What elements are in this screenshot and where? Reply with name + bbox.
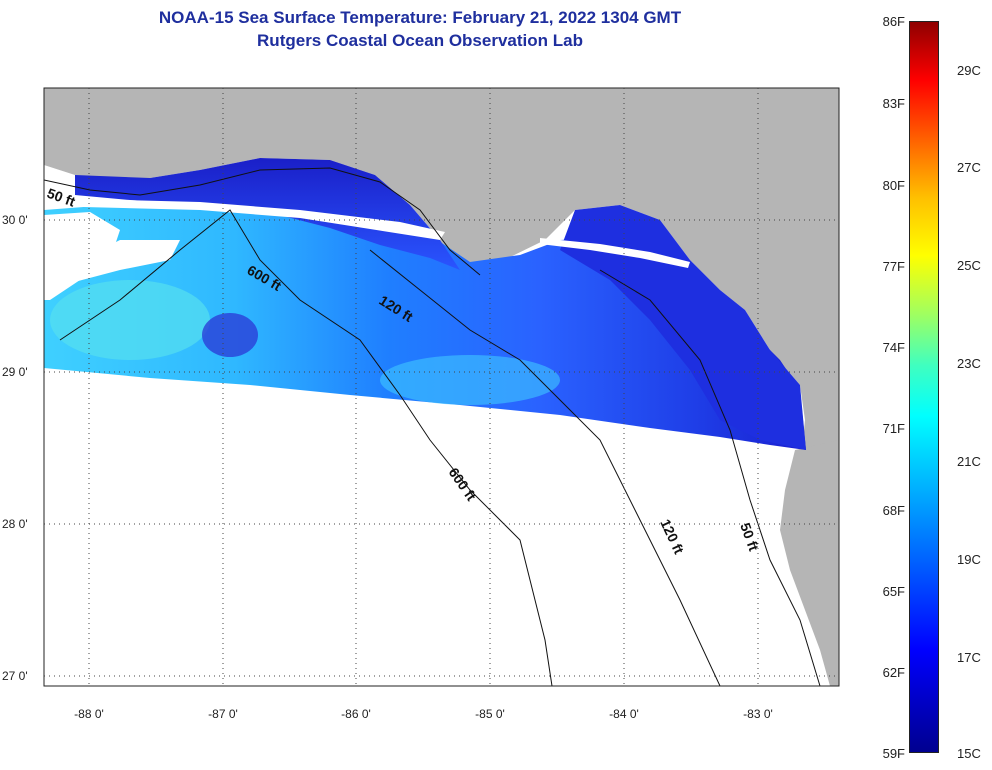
map-title: NOAA-15 Sea Surface Temperature: Februar… xyxy=(158,8,682,27)
peninsula-land xyxy=(780,440,839,686)
sst-bigbend xyxy=(560,205,806,450)
colorbar-f-label: 59F xyxy=(882,746,905,761)
lat-label: 28 0' xyxy=(2,517,28,531)
colorbar-f-label: 71F xyxy=(882,421,905,436)
colorbar-f-label: 74F xyxy=(882,340,905,355)
colorbar-f-label: 65F xyxy=(882,584,905,599)
lon-label: -86 0' xyxy=(341,707,371,721)
colorbar-f-label: 86F xyxy=(882,14,905,29)
temperature-colorbar xyxy=(909,21,939,753)
title-block: NOAA-15 Sea Surface Temperature: Februar… xyxy=(0,6,840,52)
lat-label: 30 0' xyxy=(2,213,28,227)
map-subtitle: Rutgers Coastal Ocean Observation Lab xyxy=(257,31,583,50)
colorbar-c-label: 21C xyxy=(957,454,981,469)
colorbar-f-label: 68F xyxy=(882,503,905,518)
sst-nearshore xyxy=(75,158,460,270)
colorbar-f-label: 83F xyxy=(882,96,905,111)
colorbar-f-label: 62F xyxy=(882,665,905,680)
no-data-stripe-east xyxy=(540,238,690,268)
lon-label: -84 0' xyxy=(609,707,639,721)
land-area xyxy=(44,88,839,540)
lon-label: -83 0' xyxy=(743,707,773,721)
sst-warm-patch xyxy=(50,280,210,360)
colorbar-c-label: 29C xyxy=(957,63,981,78)
colorbar-c-label: 27C xyxy=(957,160,981,175)
colorbar-c-label: 17C xyxy=(957,650,981,665)
cloud-west-2 xyxy=(44,240,180,290)
contour-50ft-west xyxy=(44,167,481,276)
colorbar-f-label: 77F xyxy=(882,259,905,274)
lon-label: -87 0' xyxy=(208,707,238,721)
plot-frame xyxy=(43,87,840,687)
sst-cool-patch xyxy=(202,313,258,357)
contour-600ft xyxy=(59,209,553,686)
sst-warm-patch-2 xyxy=(380,355,560,405)
colorbar-c-label: 23C xyxy=(957,356,981,371)
no-data-stripe-west xyxy=(44,198,445,240)
lon-label: -85 0' xyxy=(475,707,505,721)
colorbar-c-label: 15C xyxy=(957,746,981,761)
lon-label: -88 0' xyxy=(74,707,104,721)
contour-50ft-east xyxy=(599,269,821,686)
lat-labels: 30 0' 29 0' 28 0' 27 0' xyxy=(2,213,28,683)
contour-120ft xyxy=(369,249,721,686)
lon-labels: -88 0' -87 0' -86 0' -85 0' -84 0' -83 0… xyxy=(74,707,773,721)
lat-label: 27 0' xyxy=(2,669,28,683)
colorbar-f-label: 80F xyxy=(882,178,905,193)
colorbar-c-label: 25C xyxy=(957,258,981,273)
lat-label: 29 0' xyxy=(2,365,28,379)
colorbar-c-label: 19C xyxy=(957,552,981,567)
